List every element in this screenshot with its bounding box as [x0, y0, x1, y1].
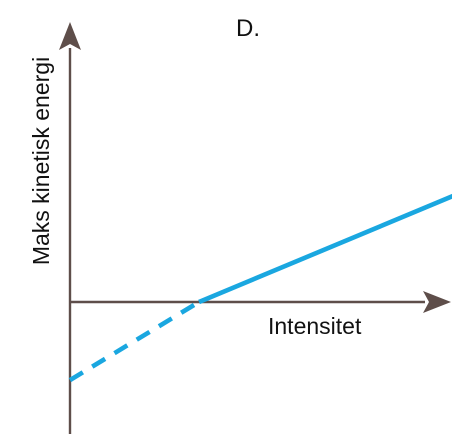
y-axis-label: Maks kinetisk energi [28, 57, 54, 265]
y-axis-arrowhead [59, 22, 81, 50]
axes [59, 22, 451, 434]
series-line-dashed-segment [68, 300, 201, 383]
x-axis-label: Intensitet [268, 313, 362, 339]
series-line-solid-segment [198, 193, 452, 305]
x-axis-arrowhead [423, 291, 451, 313]
series-layer [68, 193, 452, 383]
chart-title: D. [236, 15, 260, 42]
